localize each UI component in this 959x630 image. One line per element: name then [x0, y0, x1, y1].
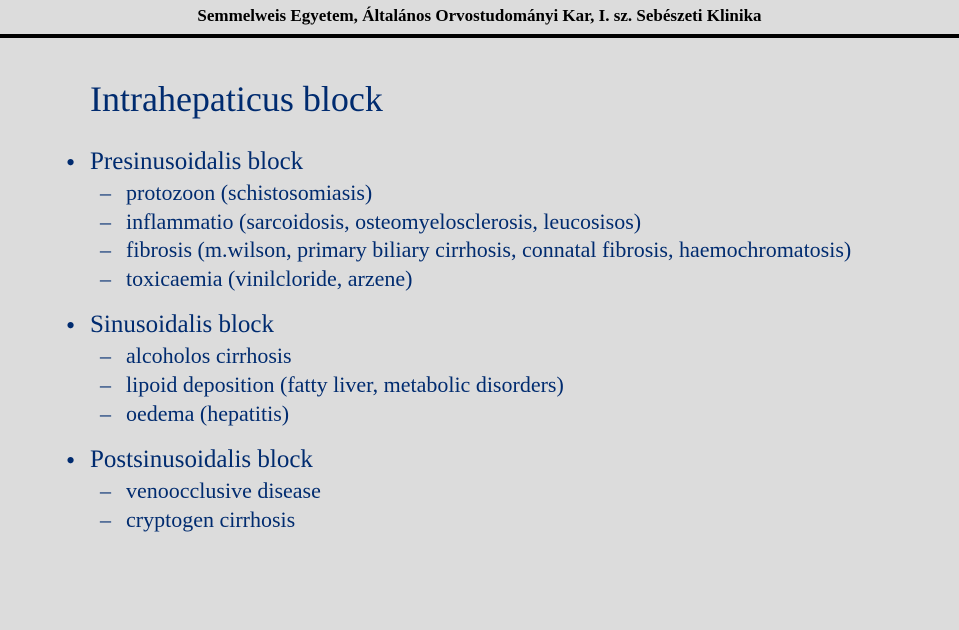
- content-area: Intrahepaticus block Presinusoidalis blo…: [0, 38, 959, 534]
- section-label: Postsinusoidalis block: [90, 446, 313, 473]
- slide-page: Semmelweis Egyetem, Általános Orvostudom…: [0, 0, 959, 630]
- sub-list: alcoholos cirrhosis lipoid deposition (f…: [90, 342, 899, 428]
- sub-list: protozoon (schistosomiasis) inflammatio …: [90, 179, 899, 293]
- list-item: cryptogen cirrhosis: [90, 506, 899, 535]
- section-presinusoidalis: Presinusoidalis block protozoon (schisto…: [60, 148, 899, 293]
- list-item: inflammatio (sarcoidosis, osteomyeloscle…: [90, 208, 899, 237]
- sub-list: venoocclusive disease cryptogen cirrhosi…: [90, 477, 899, 534]
- institution-header: Semmelweis Egyetem, Általános Orvostudom…: [0, 0, 959, 26]
- section-label: Presinusoidalis block: [90, 148, 303, 175]
- bullet-list: Presinusoidalis block protozoon (schisto…: [60, 148, 899, 534]
- list-item: lipoid deposition (fatty liver, metaboli…: [90, 371, 899, 400]
- section-label: Sinusoidalis block: [90, 311, 274, 338]
- list-item: oedema (hepatitis): [90, 400, 899, 429]
- list-item: alcoholos cirrhosis: [90, 342, 899, 371]
- section-postsinusoidalis: Postsinusoidalis block venoocclusive dis…: [60, 446, 899, 534]
- section-sinusoidalis: Sinusoidalis block alcoholos cirrhosis l…: [60, 311, 899, 428]
- list-item: protozoon (schistosomiasis): [90, 179, 899, 208]
- page-title: Intrahepaticus block: [90, 78, 899, 120]
- list-item: venoocclusive disease: [90, 477, 899, 506]
- list-item: fibrosis (m.wilson, primary biliary cirr…: [90, 236, 899, 265]
- list-item: toxicaemia (vinilcloride, arzene): [90, 265, 899, 294]
